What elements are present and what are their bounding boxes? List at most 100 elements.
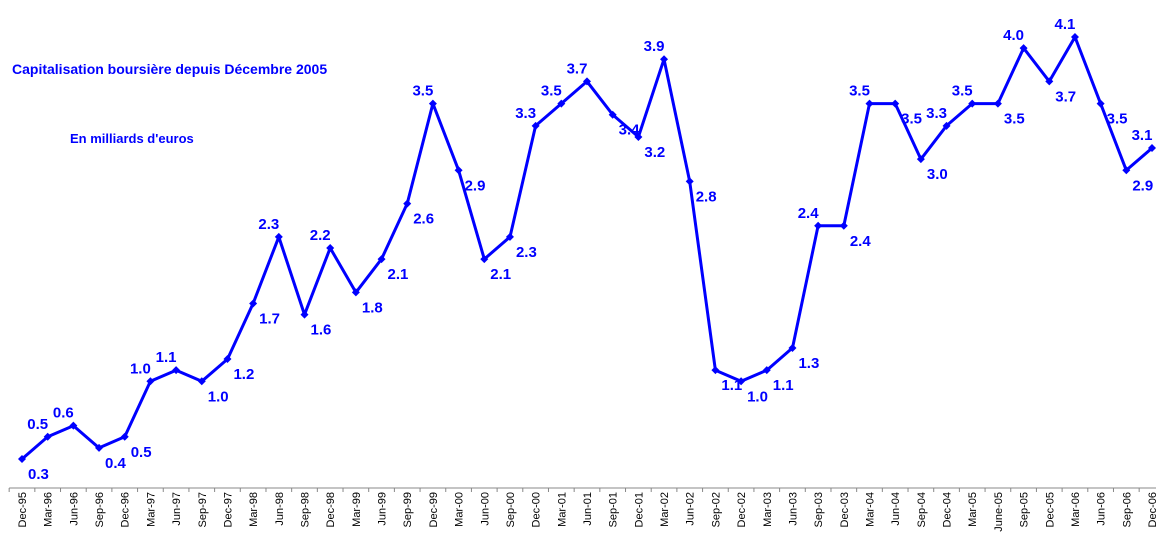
x-tick-label: Jun-96 bbox=[68, 492, 80, 526]
data-label: 1.0 bbox=[747, 388, 768, 405]
x-tick-label: Dec-99 bbox=[428, 492, 440, 527]
x-tick-label: Dec-01 bbox=[633, 492, 645, 527]
data-label: 1.1 bbox=[156, 349, 177, 366]
x-tick-label: Mar-01 bbox=[556, 492, 568, 527]
x-tick-label: Jun-98 bbox=[274, 492, 286, 526]
data-point bbox=[274, 232, 283, 241]
data-label: 0.6 bbox=[53, 405, 74, 422]
data-label: 1.0 bbox=[208, 388, 229, 405]
data-label: 2.4 bbox=[850, 233, 872, 250]
x-tick-label: Mar-04 bbox=[865, 492, 877, 527]
data-label: 1.8 bbox=[362, 299, 383, 316]
data-label: 0.4 bbox=[105, 455, 127, 472]
data-label: 2.3 bbox=[516, 244, 537, 261]
x-tick-label: Sep-06 bbox=[1121, 492, 1133, 527]
data-label: 2.8 bbox=[696, 188, 717, 205]
data-point bbox=[351, 288, 360, 297]
data-point bbox=[660, 55, 669, 64]
x-tick-label: Mar-03 bbox=[762, 492, 774, 527]
data-label: 3.5 bbox=[901, 111, 922, 128]
data-point bbox=[814, 221, 823, 230]
x-tick-label: Jun-99 bbox=[377, 492, 389, 526]
data-point bbox=[18, 455, 26, 463]
x-tick-label: Sep-97 bbox=[197, 492, 209, 527]
data-label: 2.6 bbox=[413, 211, 434, 228]
data-point bbox=[762, 366, 771, 375]
x-tick-label: Mar-02 bbox=[659, 492, 671, 527]
data-point bbox=[634, 132, 643, 141]
data-point bbox=[377, 255, 386, 264]
data-label: 3.3 bbox=[515, 105, 536, 122]
x-tick-label: Mar-05 bbox=[967, 492, 979, 527]
chart-title: Capitalisation boursière depuis Décembre… bbox=[12, 61, 327, 77]
data-point bbox=[891, 99, 900, 108]
data-label: 1.1 bbox=[773, 377, 794, 394]
data-point bbox=[454, 166, 463, 175]
data-label: 3.5 bbox=[952, 83, 973, 100]
data-point bbox=[1096, 99, 1105, 108]
data-label: 4.0 bbox=[1003, 27, 1024, 44]
data-label: 3.5 bbox=[1004, 111, 1025, 128]
x-tick-label: Jun-04 bbox=[890, 492, 902, 526]
x-tick-label: Dec-97 bbox=[222, 492, 234, 527]
data-point bbox=[146, 377, 155, 386]
x-tick-label: Jun-97 bbox=[171, 492, 183, 526]
data-point bbox=[993, 99, 1002, 108]
data-point bbox=[942, 121, 951, 130]
x-tick-label: Dec-06 bbox=[1147, 492, 1156, 527]
data-point bbox=[1045, 77, 1054, 86]
data-label: 3.9 bbox=[644, 38, 665, 55]
chart-subtitle: En milliards d'euros bbox=[70, 131, 194, 146]
x-tick-label: Dec-00 bbox=[531, 492, 543, 527]
x-tick-label: Jun-03 bbox=[787, 492, 799, 526]
data-label: 3.1 bbox=[1132, 127, 1153, 144]
data-point bbox=[120, 432, 129, 441]
data-point bbox=[95, 443, 104, 452]
data-label: 3.0 bbox=[927, 166, 948, 183]
x-tick-label: Sep-01 bbox=[608, 492, 620, 527]
x-tick-label: Dec-95 bbox=[17, 492, 29, 527]
data-label: 2.3 bbox=[258, 216, 279, 233]
data-point bbox=[505, 232, 514, 241]
data-point bbox=[1122, 166, 1131, 175]
x-tick-label: Sep-98 bbox=[300, 492, 312, 527]
data-label: 3.7 bbox=[1055, 88, 1076, 105]
x-tick-label: Jun-06 bbox=[1096, 492, 1108, 526]
data-label: 2.2 bbox=[310, 227, 331, 244]
data-label: 1.3 bbox=[798, 355, 819, 372]
x-tick-label: Dec-98 bbox=[325, 492, 337, 527]
x-tick-label: Dec-96 bbox=[120, 492, 132, 527]
data-point bbox=[737, 377, 746, 386]
data-label: 3.4 bbox=[619, 122, 641, 139]
x-tick-label: Mar-97 bbox=[145, 492, 157, 527]
data-point bbox=[1070, 33, 1079, 41]
data-point bbox=[557, 99, 566, 108]
x-tick-label: Mar-99 bbox=[351, 492, 363, 527]
data-label: 3.3 bbox=[926, 105, 947, 122]
data-label: 2.4 bbox=[798, 205, 820, 222]
data-point bbox=[865, 99, 874, 108]
x-tick-label: Dec-04 bbox=[942, 492, 954, 527]
data-label: 3.5 bbox=[849, 83, 870, 100]
data-point bbox=[1019, 44, 1028, 53]
data-point bbox=[428, 99, 437, 108]
x-tick-label: Mar-98 bbox=[248, 492, 260, 527]
data-label: 0.5 bbox=[131, 444, 152, 461]
x-tick-label: Sep-96 bbox=[94, 492, 106, 527]
x-tick-label: Sep-02 bbox=[710, 492, 722, 527]
data-point bbox=[403, 199, 412, 208]
data-point bbox=[608, 110, 617, 119]
data-point bbox=[788, 343, 797, 352]
data-point bbox=[480, 255, 489, 264]
x-tick-label: Mar-06 bbox=[1070, 492, 1082, 527]
data-label: 1.7 bbox=[259, 311, 280, 328]
x-tick-label: Mar-00 bbox=[454, 492, 466, 527]
x-tick-label: June-05 bbox=[993, 492, 1005, 532]
x-tick-label: Sep-99 bbox=[402, 492, 414, 527]
data-point bbox=[69, 421, 78, 430]
data-label: 2.1 bbox=[388, 266, 409, 283]
data-label: 4.1 bbox=[1055, 16, 1076, 33]
x-tick-label: Sep-03 bbox=[813, 492, 825, 527]
data-label: 0.5 bbox=[27, 416, 48, 433]
